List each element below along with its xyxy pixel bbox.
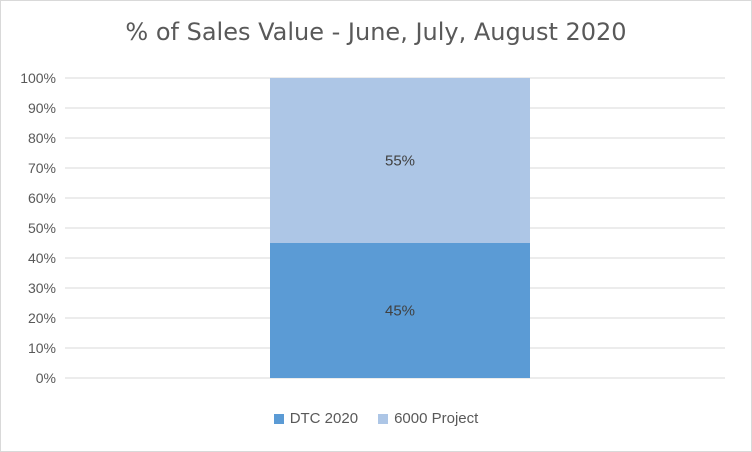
legend: DTC 2020 6000 Project — [0, 410, 752, 427]
bar-segment — [270, 78, 530, 243]
y-tick-label: 90% — [28, 100, 56, 116]
y-tick-label: 50% — [28, 220, 56, 236]
chart-title: % of Sales Value - June, July, August 20… — [125, 18, 627, 46]
legend-item-dtc-2020: DTC 2020 — [273, 410, 359, 427]
legend-label-dtc-2020: DTC 2020 — [289, 410, 359, 427]
legend-swatch-6000-project — [378, 413, 389, 424]
y-tick-label: 0% — [36, 370, 56, 386]
y-tick-label: 10% — [28, 340, 56, 356]
y-tick-label: 70% — [28, 160, 56, 176]
legend-item-6000-project: 6000 Project — [378, 410, 478, 427]
y-tick-label: 30% — [28, 280, 56, 296]
legend-label-6000-project: 6000 Project — [394, 410, 479, 427]
bar-segment — [270, 243, 530, 378]
data-label: 55% — [385, 153, 415, 170]
y-tick-label: 80% — [28, 130, 56, 146]
y-tick-label: 20% — [28, 310, 56, 326]
y-tick-label: 100% — [20, 70, 56, 86]
legend-swatch-dtc-2020 — [273, 413, 284, 424]
data-label: 45% — [385, 303, 415, 320]
y-tick-label: 60% — [28, 190, 56, 206]
y-tick-label: 40% — [28, 250, 56, 266]
